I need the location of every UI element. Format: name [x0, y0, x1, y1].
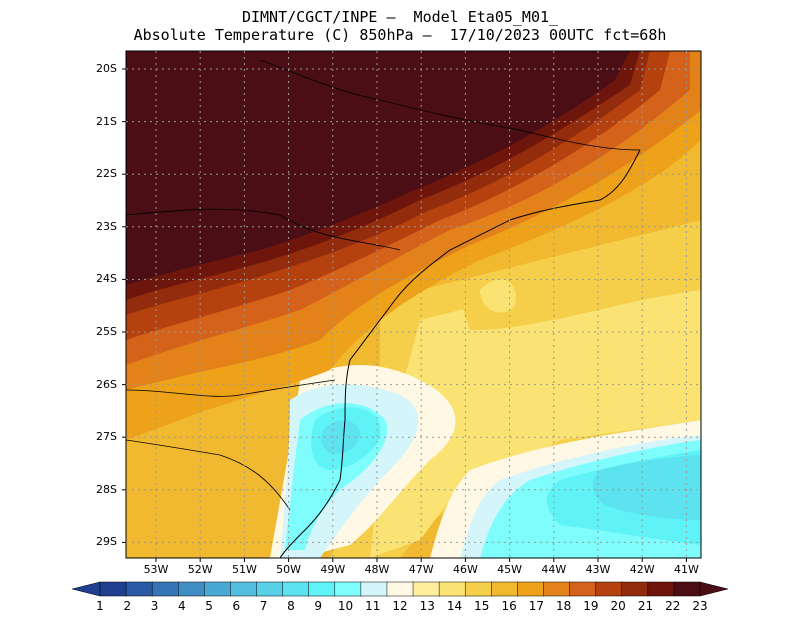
colorbar-label: 13 — [420, 599, 435, 613]
colorbar-swatch — [596, 582, 623, 596]
lon-label: 49W — [320, 563, 345, 576]
lon-label: 52W — [188, 563, 213, 576]
colorbar-swatch — [465, 582, 492, 596]
colorbar-label: 23 — [692, 599, 707, 613]
colorbar-swatch — [361, 582, 388, 596]
colorbar-label: 19 — [583, 599, 598, 613]
colorbar-swatch — [257, 582, 284, 596]
lat-label: 26S — [96, 378, 117, 391]
colorbar-swatch — [204, 582, 231, 596]
lon-label: 42W — [630, 563, 655, 576]
lat-label: 22S — [96, 167, 117, 180]
colorbar-label: 16 — [501, 599, 516, 613]
lat-label: 24S — [96, 272, 117, 285]
colorbar-label: 20 — [611, 599, 626, 613]
colorbar-swatch — [439, 582, 466, 596]
temperature-field — [126, 51, 701, 558]
colorbar-label: 11 — [365, 599, 380, 613]
colorbar-label: 21 — [638, 599, 653, 613]
colorbar-swatch — [283, 582, 310, 596]
colorbar-label: 10 — [338, 599, 353, 613]
lon-label: 48W — [365, 563, 390, 576]
colorbar-swatch — [335, 582, 362, 596]
colorbar-swatch — [648, 582, 675, 596]
colorbar-swatch — [413, 582, 440, 596]
lon-label: 43W — [586, 563, 611, 576]
lon-label: 41W — [674, 563, 699, 576]
colorbar-swatch — [543, 582, 570, 596]
colorbar-arrow-left — [72, 582, 100, 596]
lat-label: 21S — [96, 115, 117, 128]
lon-label: 47W — [409, 563, 434, 576]
colorbar-swatch — [100, 582, 127, 596]
colorbar-label: 18 — [556, 599, 571, 613]
colorbar-label: 9 — [314, 599, 322, 613]
colorbar-swatch — [126, 582, 153, 596]
colorbar-label: 6 — [233, 599, 241, 613]
colorbar-swatch — [387, 582, 414, 596]
colorbar-label: 2 — [123, 599, 131, 613]
lon-label: 51W — [232, 563, 257, 576]
colorbar-label: 3 — [151, 599, 159, 613]
colorbar-swatch — [178, 582, 205, 596]
lon-label: 44W — [541, 563, 566, 576]
colorbar-swatch — [622, 582, 649, 596]
lat-label: 23S — [96, 220, 117, 233]
colorbar-swatch — [517, 582, 544, 596]
lat-label: 27S — [96, 430, 117, 443]
lat-label: 20S — [96, 62, 117, 75]
colorbar-swatch — [152, 582, 179, 596]
colorbar-swatch — [491, 582, 518, 596]
colorbar-swatch — [674, 582, 701, 596]
colorbar-swatch — [309, 582, 336, 596]
colorbar-swatch — [230, 582, 257, 596]
colorbar — [72, 582, 728, 596]
colorbar-label: 1 — [96, 599, 104, 613]
colorbar-label: 14 — [447, 599, 462, 613]
colorbar-label: 17 — [529, 599, 544, 613]
colorbar-label: 12 — [392, 599, 407, 613]
lat-label: 28S — [96, 483, 117, 496]
colorbar-label: 8 — [287, 599, 295, 613]
colorbar-label: 22 — [665, 599, 680, 613]
colorbar-arrow-right — [700, 582, 728, 596]
lon-label: 45W — [497, 563, 522, 576]
colorbar-label: 4 — [178, 599, 186, 613]
colorbar-swatch — [570, 582, 597, 596]
lon-label: 46W — [453, 563, 478, 576]
colorbar-label: 5 — [205, 599, 213, 613]
lat-label: 29S — [96, 535, 117, 548]
temperature-map — [0, 0, 800, 618]
lon-label: 53W — [144, 563, 169, 576]
colorbar-label: 7 — [260, 599, 268, 613]
colorbar-label: 15 — [474, 599, 489, 613]
lat-label: 25S — [96, 325, 117, 338]
lon-label: 50W — [276, 563, 301, 576]
